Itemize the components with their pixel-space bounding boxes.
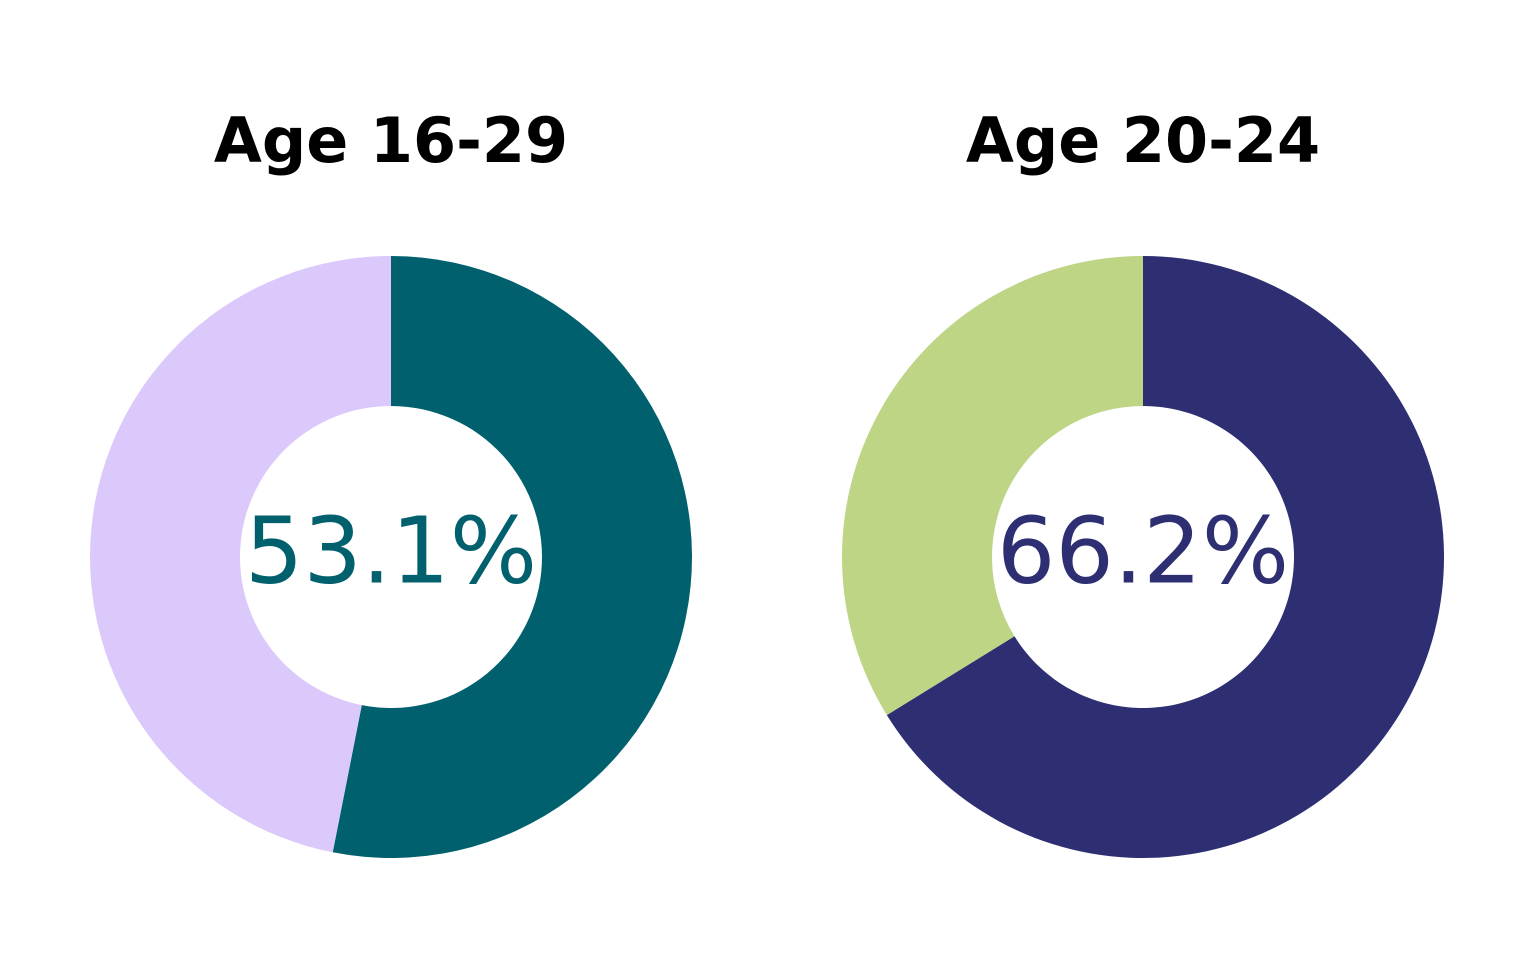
chart-title: Age 20-24 (966, 104, 1320, 177)
chart-title: Age 16-29 (214, 104, 568, 177)
value-label: 53.1% (245, 497, 537, 604)
donut-segment (886, 256, 1444, 858)
value-label: 66.2% (997, 497, 1289, 604)
donut-segment (90, 256, 392, 853)
donut-segment (332, 256, 693, 858)
donut-segment (841, 256, 1143, 716)
